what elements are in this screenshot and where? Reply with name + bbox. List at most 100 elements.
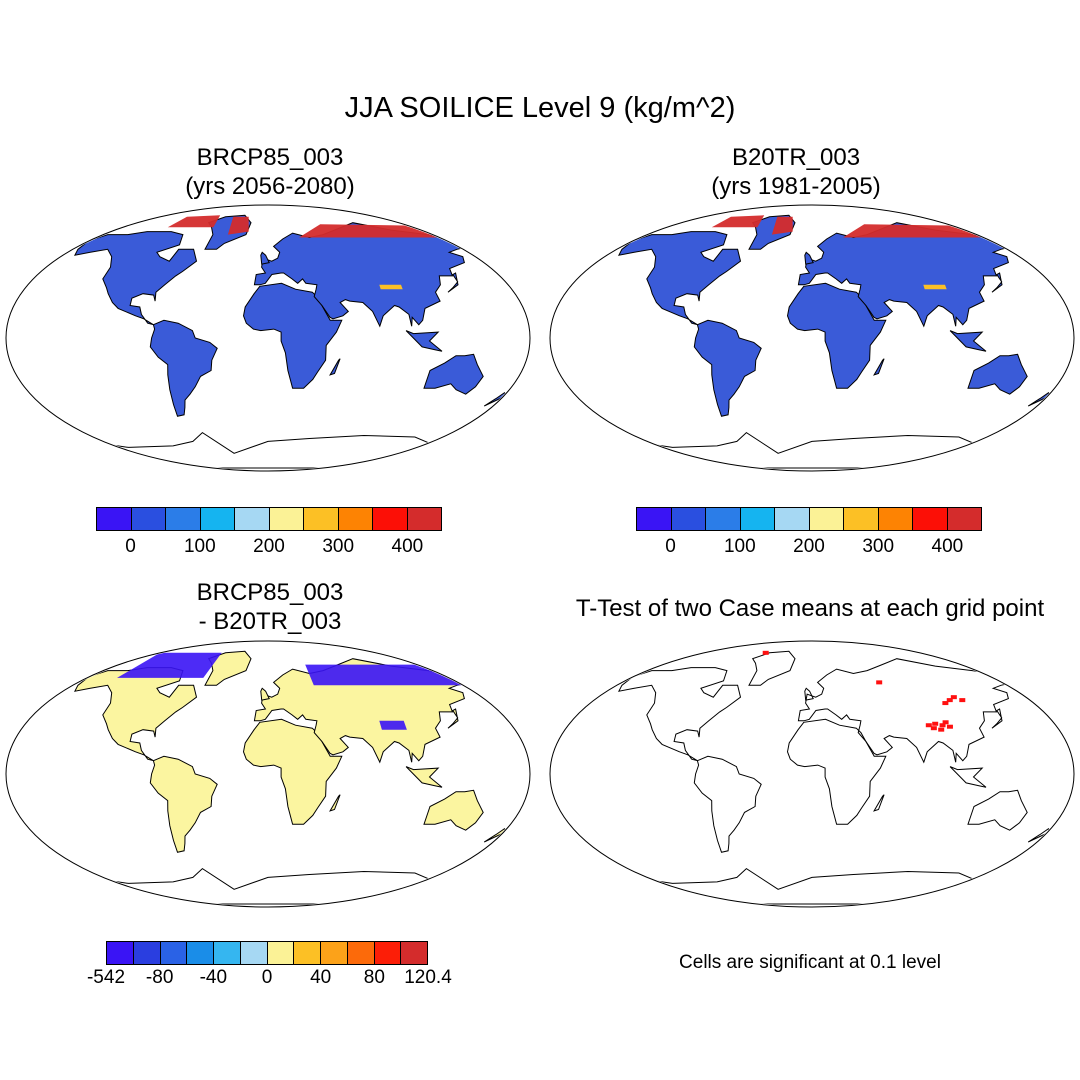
colorbar-swatch [671,508,706,530]
continent-uk [804,251,814,265]
colorbar-swatch [947,508,981,530]
continent-uk [804,687,814,701]
colorbar-swatch [878,508,913,530]
permafrost-patch [227,216,249,235]
figure-title: JJA SOILICE Level 9 (kg/m^2) [344,92,736,124]
colorbar-swatch [214,942,241,964]
significant-cell [938,727,945,732]
panel1-title-line2: (yrs 2056-2080) [185,173,355,200]
colorbar-swatch [809,508,844,530]
continent-northAmerica [617,231,742,326]
colorbar-swatch [407,508,441,530]
colorbar-difference-tick-label: 80 [363,967,385,988]
colorbar-difference-tick-label: -40 [199,967,228,988]
panel4-title: T-Test of two Case means at each grid po… [575,595,1045,622]
colorbar-swatch [97,508,132,530]
colorbar-swatch [107,942,134,964]
colorbar-swatch [740,508,775,530]
significant-cell [925,723,932,728]
colorbar-difference-tick-label: -80 [145,967,174,988]
continent-eurasia [253,222,471,328]
colorbar-difference-tick-label: 40 [310,967,332,988]
negative-change-patch [117,652,222,678]
colorbar-swatch [637,508,672,530]
colorbar-swatch [240,942,268,964]
significant-cell [942,701,949,706]
colorbar-historical-tick-label: 300 [862,536,895,557]
significant-cell [932,721,939,726]
continent-africa [786,282,887,389]
significant-cell [942,720,949,725]
tibet-patch [379,284,403,290]
colorbar-difference-tick-label: 0 [261,967,273,988]
colorbar-swatch [269,508,304,530]
significant-cell [930,726,937,731]
permafrost-patch [167,215,221,228]
colorbar-swatch [706,508,741,530]
colorbar-swatch [267,942,295,964]
continent-indonesia [405,330,443,352]
negative-change-patch [305,664,472,686]
continent-northAmerica [73,667,198,762]
continent-uk [260,251,270,265]
colorbar-future-tick-label: 0 [125,536,136,557]
colorbar-swatch [347,942,375,964]
continent-madagascar [873,358,885,376]
colorbar-future-tick-label: 300 [322,536,355,557]
colorbar-future-tick-label: 100 [183,536,216,557]
continent-northAmerica [617,667,742,762]
colorbar-historical-tick-label: 0 [665,536,676,557]
colorbar-future-tick-label: 200 [253,536,285,557]
colorbar-historical-tick-label: 200 [793,536,825,557]
significant-cell [959,698,966,703]
colorbar-swatch [166,508,201,530]
panel2-title: B20TR_003 (yrs 1981-2005) [646,143,946,201]
continent-southAmerica [149,319,218,417]
permafrost-patch [843,224,988,238]
colorbar-swatch [401,942,427,964]
significant-cell [946,724,953,729]
map-outline [549,640,1075,908]
panel2-title-line1: B20TR_003 [731,144,861,171]
continent-australia [423,353,484,395]
continent-indonesia [949,330,987,352]
panel2-title-line2: (yrs 1981-2005) [711,173,881,200]
colorbar-difference-tick-label: 120.4 [404,967,452,988]
significant-cell [876,680,883,685]
significant-cell [939,723,946,728]
panel3-title: BRCP85_003 - B20TR_003 [120,578,420,636]
colorbar-swatch [321,942,348,964]
significant-cell [950,695,957,700]
continent-australia [967,789,1028,831]
panel3-title-line2: - B20TR_003 [198,608,342,635]
map-panel-future [5,204,531,472]
panel3-title-line1: BRCP85_003 [196,579,344,606]
significance-note: Cells are significant at 0.1 level [679,952,941,973]
continent-australia [423,789,484,831]
colorbar-historical [636,507,982,531]
continent-greenland [748,650,796,686]
map-panel-ttest [549,640,1075,908]
significant-cell [946,698,953,703]
tibet-patch [923,284,947,290]
colorbar-swatch [338,508,373,530]
continent-africa [242,718,343,825]
colorbar-future [96,507,442,531]
colorbar-swatch [374,942,402,964]
colorbar-swatch [373,508,408,530]
map-content [73,214,508,469]
colorbar-future-tick-label: 400 [391,536,424,557]
continent-southAmerica [693,319,762,417]
continent-southAmerica [149,755,218,853]
colorbar-swatch [294,942,321,964]
continent-indonesia [405,766,443,788]
colorbar-swatch [235,508,270,530]
continent-africa [242,282,343,389]
continent-africa [786,718,887,825]
continent-japan [991,708,1003,729]
continent-madagascar [873,794,885,812]
continent-southAmerica [693,755,762,853]
continent-northAmerica [73,231,198,326]
permafrost-patch [299,224,444,238]
map-panel-historical [549,204,1075,472]
